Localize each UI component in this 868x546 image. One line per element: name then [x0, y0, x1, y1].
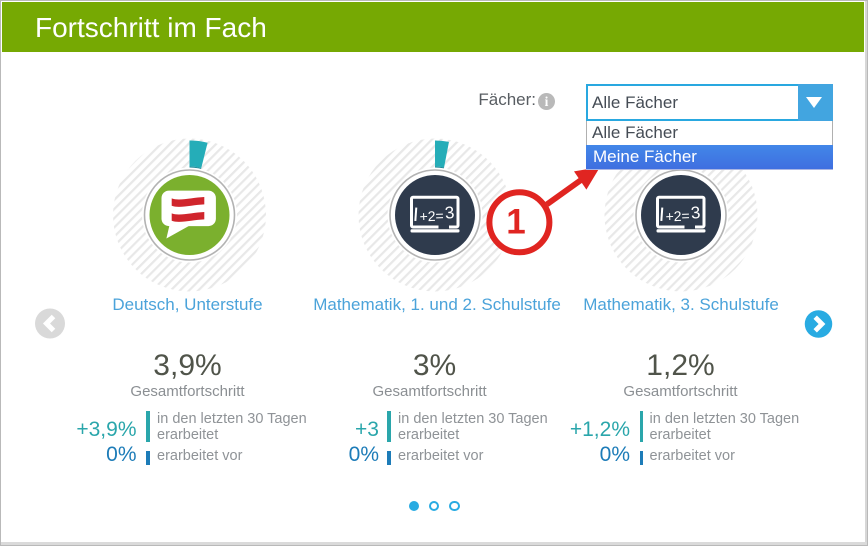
- svg-text:1: 1: [506, 203, 525, 242]
